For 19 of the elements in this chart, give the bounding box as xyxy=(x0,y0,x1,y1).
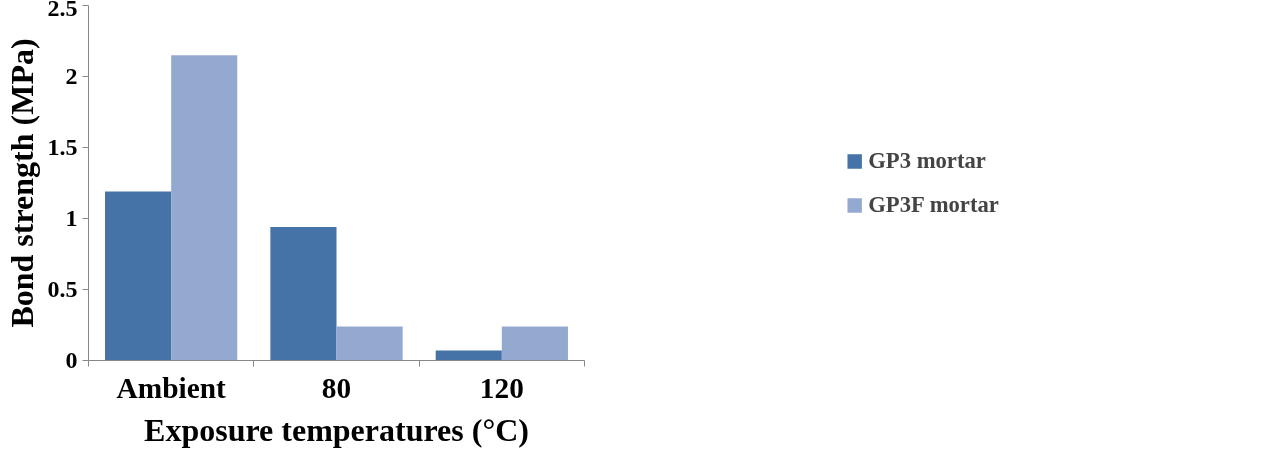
bar xyxy=(336,326,403,361)
x-axis-title: Exposure temperatures (°C) xyxy=(144,411,529,448)
x-tick-label: 120 xyxy=(479,371,524,404)
bar xyxy=(501,326,568,361)
bar xyxy=(105,191,172,361)
bar xyxy=(270,227,337,361)
x-tick-label: 80 xyxy=(321,371,352,404)
y-tick-label: 1 xyxy=(65,205,78,231)
x-tick-label: Ambient xyxy=(116,371,226,404)
bar xyxy=(435,350,502,361)
y-axis-title: Bond strength (MPa) xyxy=(3,38,40,328)
bar xyxy=(171,55,238,361)
y-tick-label: 2 xyxy=(65,63,78,89)
y-tick-label: 2.5 xyxy=(47,0,78,21)
y-tick-label: 0.5 xyxy=(47,276,78,302)
legend-label: GP3F mortar xyxy=(868,191,999,218)
legend-label: GP3 mortar xyxy=(868,147,986,174)
y-tick-label: 1.5 xyxy=(47,134,78,160)
y-tick-label: 0 xyxy=(65,347,78,373)
